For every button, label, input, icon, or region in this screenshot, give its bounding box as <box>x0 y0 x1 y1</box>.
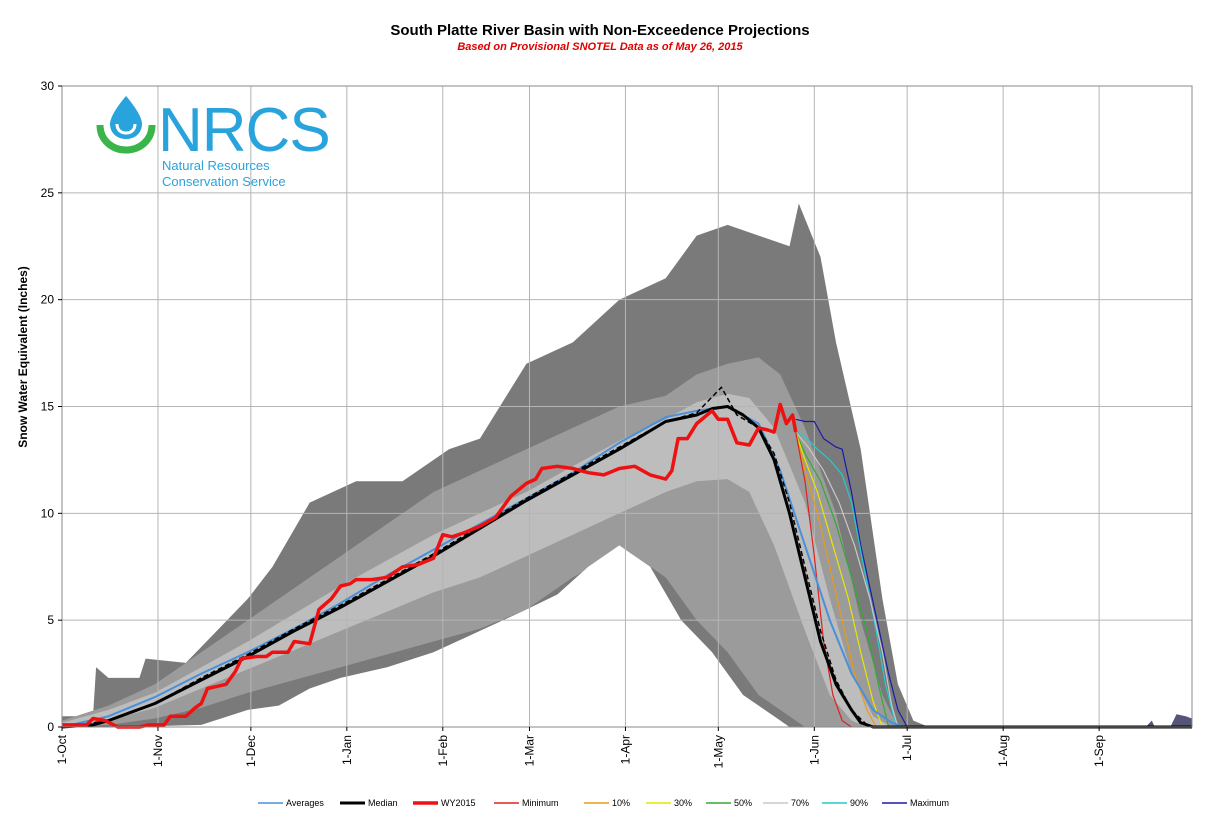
logo-nrcs-text: NRCS <box>158 96 330 165</box>
y-tick-label: 0 <box>47 720 54 734</box>
x-tick-label: 1-Dec <box>244 735 258 767</box>
x-tick-label: 1-Oct <box>55 734 69 764</box>
green-arc-icon <box>96 124 156 154</box>
legend-label: 70% <box>791 798 809 808</box>
x-tick-label: 1-Jan <box>340 735 354 765</box>
y-tick-label: 15 <box>41 400 55 414</box>
x-tick-label: 1-Aug <box>996 735 1010 767</box>
legend-label: Averages <box>286 798 324 808</box>
axes: 0 5 10 15 20 25 30 1-Oct 1-Nov 1-Dec 1-Jan 1-Feb 1-M… <box>41 79 1193 768</box>
legend-label: 10% <box>612 798 630 808</box>
x-tick-label: 1-Apr <box>618 735 632 764</box>
series-line-10 <box>795 431 877 728</box>
series-line-90 <box>795 431 902 728</box>
chart-title: South Platte River Basin with Non-Exceed… <box>390 22 809 39</box>
legend-label: Median <box>368 798 398 808</box>
series-line-70 <box>795 431 899 728</box>
logo-line1: Natural Resources <box>162 158 270 173</box>
legend: Averages Median WY2015 Minimum 10% 30% 50% 70% 9… <box>258 798 949 808</box>
y-tick-label: 25 <box>41 186 55 200</box>
legend-label: 90% <box>850 798 868 808</box>
band-min-envelope <box>62 545 1192 727</box>
logo-line2: Conservation Service <box>162 174 286 189</box>
grid-lines <box>61 85 1192 728</box>
series-line-50 <box>795 431 890 728</box>
y-axis-label: Snow Water Equivalent (Inches) <box>16 266 30 448</box>
percentile-bands <box>62 203 1192 727</box>
legend-label: 50% <box>734 798 752 808</box>
legend-label: Minimum <box>522 798 559 808</box>
x-tick-label: 1-Sep <box>1092 735 1106 767</box>
series-line-averages <box>61 405 1192 728</box>
chart-subtitle: Based on Provisional SNOTEL Data as of M… <box>457 41 743 53</box>
drop-highlight-icon <box>115 123 137 135</box>
series-line-median <box>61 405 1192 729</box>
nrcs-logo: NRCS Natural Resources Conservation Serv… <box>96 96 331 189</box>
y-tick-label: 20 <box>41 293 55 307</box>
band-late-season <box>1145 714 1192 727</box>
x-tick-label: 1-Nov <box>151 735 165 767</box>
legend-label: WY2015 <box>441 798 476 808</box>
series-line-30 <box>795 431 883 728</box>
x-tick-label: 1-Feb <box>436 735 450 767</box>
x-tick-label: 1-May <box>711 735 725 768</box>
legend-label: 30% <box>674 798 692 808</box>
series-lines <box>61 386 1192 729</box>
series-line-minimum <box>795 431 852 728</box>
x-tick-label: 1-Jun <box>807 735 821 765</box>
y-tick-label: 30 <box>41 79 55 93</box>
y-tick-label: 5 <box>47 613 54 627</box>
y-tick-label: 10 <box>41 506 55 520</box>
x-tick-label: 1-Jul <box>900 735 914 761</box>
series-line-maximum <box>795 418 908 728</box>
series-line-wy2015 <box>62 402 798 729</box>
legend-label: Maximum <box>910 798 949 808</box>
series-line-median-dashed <box>61 386 1192 728</box>
x-tick-label: 1-Mar <box>522 735 536 766</box>
